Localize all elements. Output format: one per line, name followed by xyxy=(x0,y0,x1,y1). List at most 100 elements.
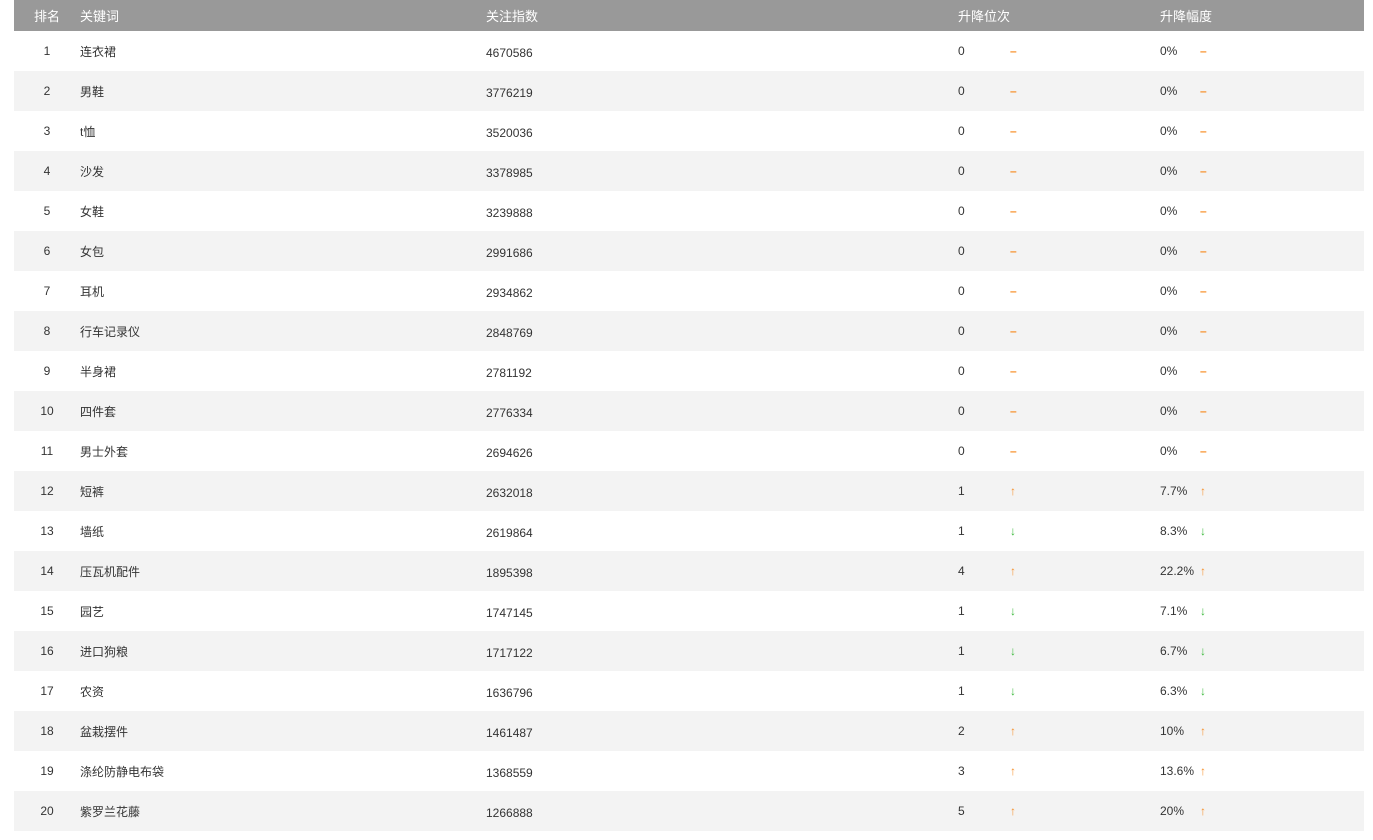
dash-icon: – xyxy=(1200,364,1207,378)
arrow-up-icon: ↑ xyxy=(1010,724,1016,738)
keyword[interactable]: 紫罗兰花藤 xyxy=(80,804,141,819)
table-row: 4 沙发 3378985 0 – 0% – xyxy=(14,151,1364,191)
arrow-up-icon: ↑ xyxy=(1200,484,1206,498)
rank-change: 0 xyxy=(958,84,965,98)
keyword[interactable]: 男鞋 xyxy=(80,84,105,99)
attention-index: 1636796 xyxy=(486,686,533,700)
change-pct: 13.6% xyxy=(1160,764,1195,778)
rank-change: 0 xyxy=(958,164,965,178)
rank-change: 2 xyxy=(958,724,965,738)
rank: 14 xyxy=(40,564,54,578)
header-rank: 排名 xyxy=(33,9,60,24)
keyword[interactable]: 女包 xyxy=(80,244,105,259)
change-pct: 0% xyxy=(1160,444,1178,458)
change-pct: 7.7% xyxy=(1160,484,1188,498)
arrow-up-icon: ↑ xyxy=(1200,564,1206,578)
rank: 9 xyxy=(43,364,51,378)
attention-index: 4670586 xyxy=(486,46,533,60)
keyword[interactable]: t恤 xyxy=(80,124,96,139)
keyword[interactable]: 女鞋 xyxy=(80,204,105,219)
rank: 13 xyxy=(40,524,54,538)
table-body: 1 连衣裙 4670586 0 – 0% – 2 男鞋 3776219 0 – 0% – 3… xyxy=(14,31,1364,831)
attention-index: 2632018 xyxy=(486,486,533,500)
keyword[interactable]: 行车记录仪 xyxy=(80,324,141,339)
header-change-pct: 升降幅度 xyxy=(1160,9,1213,24)
arrow-down-icon: ↓ xyxy=(1200,684,1206,698)
attention-index: 1368559 xyxy=(486,766,533,780)
rank: 20 xyxy=(40,804,54,818)
table-row: 19 涤纶防静电布袋 1368559 3 ↑ 13.6% ↑ xyxy=(14,751,1364,791)
keyword[interactable]: 涤纶防静电布袋 xyxy=(80,764,165,779)
rank-change: 1 xyxy=(958,644,965,658)
header-rank-change: 升降位次 xyxy=(958,9,1011,24)
rank-change: 0 xyxy=(958,124,965,138)
rank-change: 5 xyxy=(958,804,965,818)
change-pct: 6.7% xyxy=(1160,644,1188,658)
rank: 6 xyxy=(43,244,51,258)
attention-index: 2776334 xyxy=(486,406,533,420)
change-pct: 0% xyxy=(1160,324,1178,338)
dash-icon: – xyxy=(1010,124,1017,138)
table-row: 6 女包 2991686 0 – 0% – xyxy=(14,231,1364,271)
keyword[interactable]: 短裤 xyxy=(80,484,105,499)
arrow-up-icon: ↑ xyxy=(1010,564,1016,578)
keyword[interactable]: 半身裙 xyxy=(80,364,117,379)
rank: 3 xyxy=(43,124,51,138)
header-keyword: 关键词 xyxy=(80,9,120,24)
table-row: 2 男鞋 3776219 0 – 0% – xyxy=(14,71,1364,111)
rank: 7 xyxy=(43,284,51,298)
table-row: 7 耳机 2934862 0 – 0% – xyxy=(14,271,1364,311)
dash-icon: – xyxy=(1010,84,1017,98)
change-pct: 0% xyxy=(1160,364,1178,378)
dash-icon: – xyxy=(1010,284,1017,298)
keyword[interactable]: 耳机 xyxy=(80,284,105,299)
table-row: 14 压瓦机配件 1895398 4 ↑ 22.2% ↑ xyxy=(14,551,1364,591)
dash-icon: – xyxy=(1010,324,1017,338)
change-pct: 0% xyxy=(1160,164,1178,178)
keyword[interactable]: 连衣裙 xyxy=(80,44,117,59)
rank-change: 0 xyxy=(958,284,965,298)
table-header: 排名 关键词 关注指数 升降位次 升降幅度 xyxy=(14,0,1364,31)
keyword[interactable]: 盆栽摆件 xyxy=(80,724,129,739)
attention-index: 2694626 xyxy=(486,446,533,460)
rank-change: 3 xyxy=(958,764,965,778)
rank: 15 xyxy=(40,604,54,618)
table-row: 16 进口狗粮 1717122 1 ↓ 6.7% ↓ xyxy=(14,631,1364,671)
keyword[interactable]: 压瓦机配件 xyxy=(80,564,141,579)
rank-change: 1 xyxy=(958,684,965,698)
change-pct: 0% xyxy=(1160,204,1178,218)
keyword[interactable]: 墙纸 xyxy=(80,524,105,539)
attention-index: 2934862 xyxy=(486,286,533,300)
arrow-down-icon: ↓ xyxy=(1010,604,1016,618)
keyword[interactable]: 男士外套 xyxy=(80,444,129,459)
table-row: 20 紫罗兰花藤 1266888 5 ↑ 20% ↑ xyxy=(14,791,1364,831)
rank-change: 0 xyxy=(958,404,965,418)
change-pct: 0% xyxy=(1160,284,1178,298)
arrow-up-icon: ↑ xyxy=(1010,484,1016,498)
keyword[interactable]: 进口狗粮 xyxy=(80,644,129,659)
dash-icon: – xyxy=(1200,164,1207,178)
attention-index: 2991686 xyxy=(486,246,533,260)
table-row: 8 行车记录仪 2848769 0 – 0% – xyxy=(14,311,1364,351)
change-pct: 0% xyxy=(1160,124,1178,138)
rank: 1 xyxy=(43,44,51,58)
attention-index: 1717122 xyxy=(486,646,533,660)
attention-index: 1461487 xyxy=(486,726,533,740)
rank: 19 xyxy=(40,764,54,778)
rank-change: 1 xyxy=(958,524,965,538)
attention-index: 3776219 xyxy=(486,86,533,100)
dash-icon: – xyxy=(1200,44,1207,58)
attention-index: 2619864 xyxy=(486,526,533,540)
table-row: 11 男士外套 2694626 0 – 0% – xyxy=(14,431,1364,471)
rank-change: 0 xyxy=(958,244,965,258)
keyword[interactable]: 园艺 xyxy=(80,604,105,619)
keyword-ranking-table: 排名 关键词 关注指数 升降位次 升降幅度 1 连衣裙 4670586 0 – 0… xyxy=(14,0,1364,831)
dash-icon: – xyxy=(1200,404,1207,418)
arrow-up-icon: ↑ xyxy=(1200,724,1206,738)
dash-icon: – xyxy=(1200,324,1207,338)
dash-icon: – xyxy=(1200,284,1207,298)
change-pct: 0% xyxy=(1160,244,1178,258)
keyword[interactable]: 四件套 xyxy=(80,404,117,419)
keyword[interactable]: 沙发 xyxy=(80,164,105,179)
keyword[interactable]: 农资 xyxy=(80,684,105,699)
